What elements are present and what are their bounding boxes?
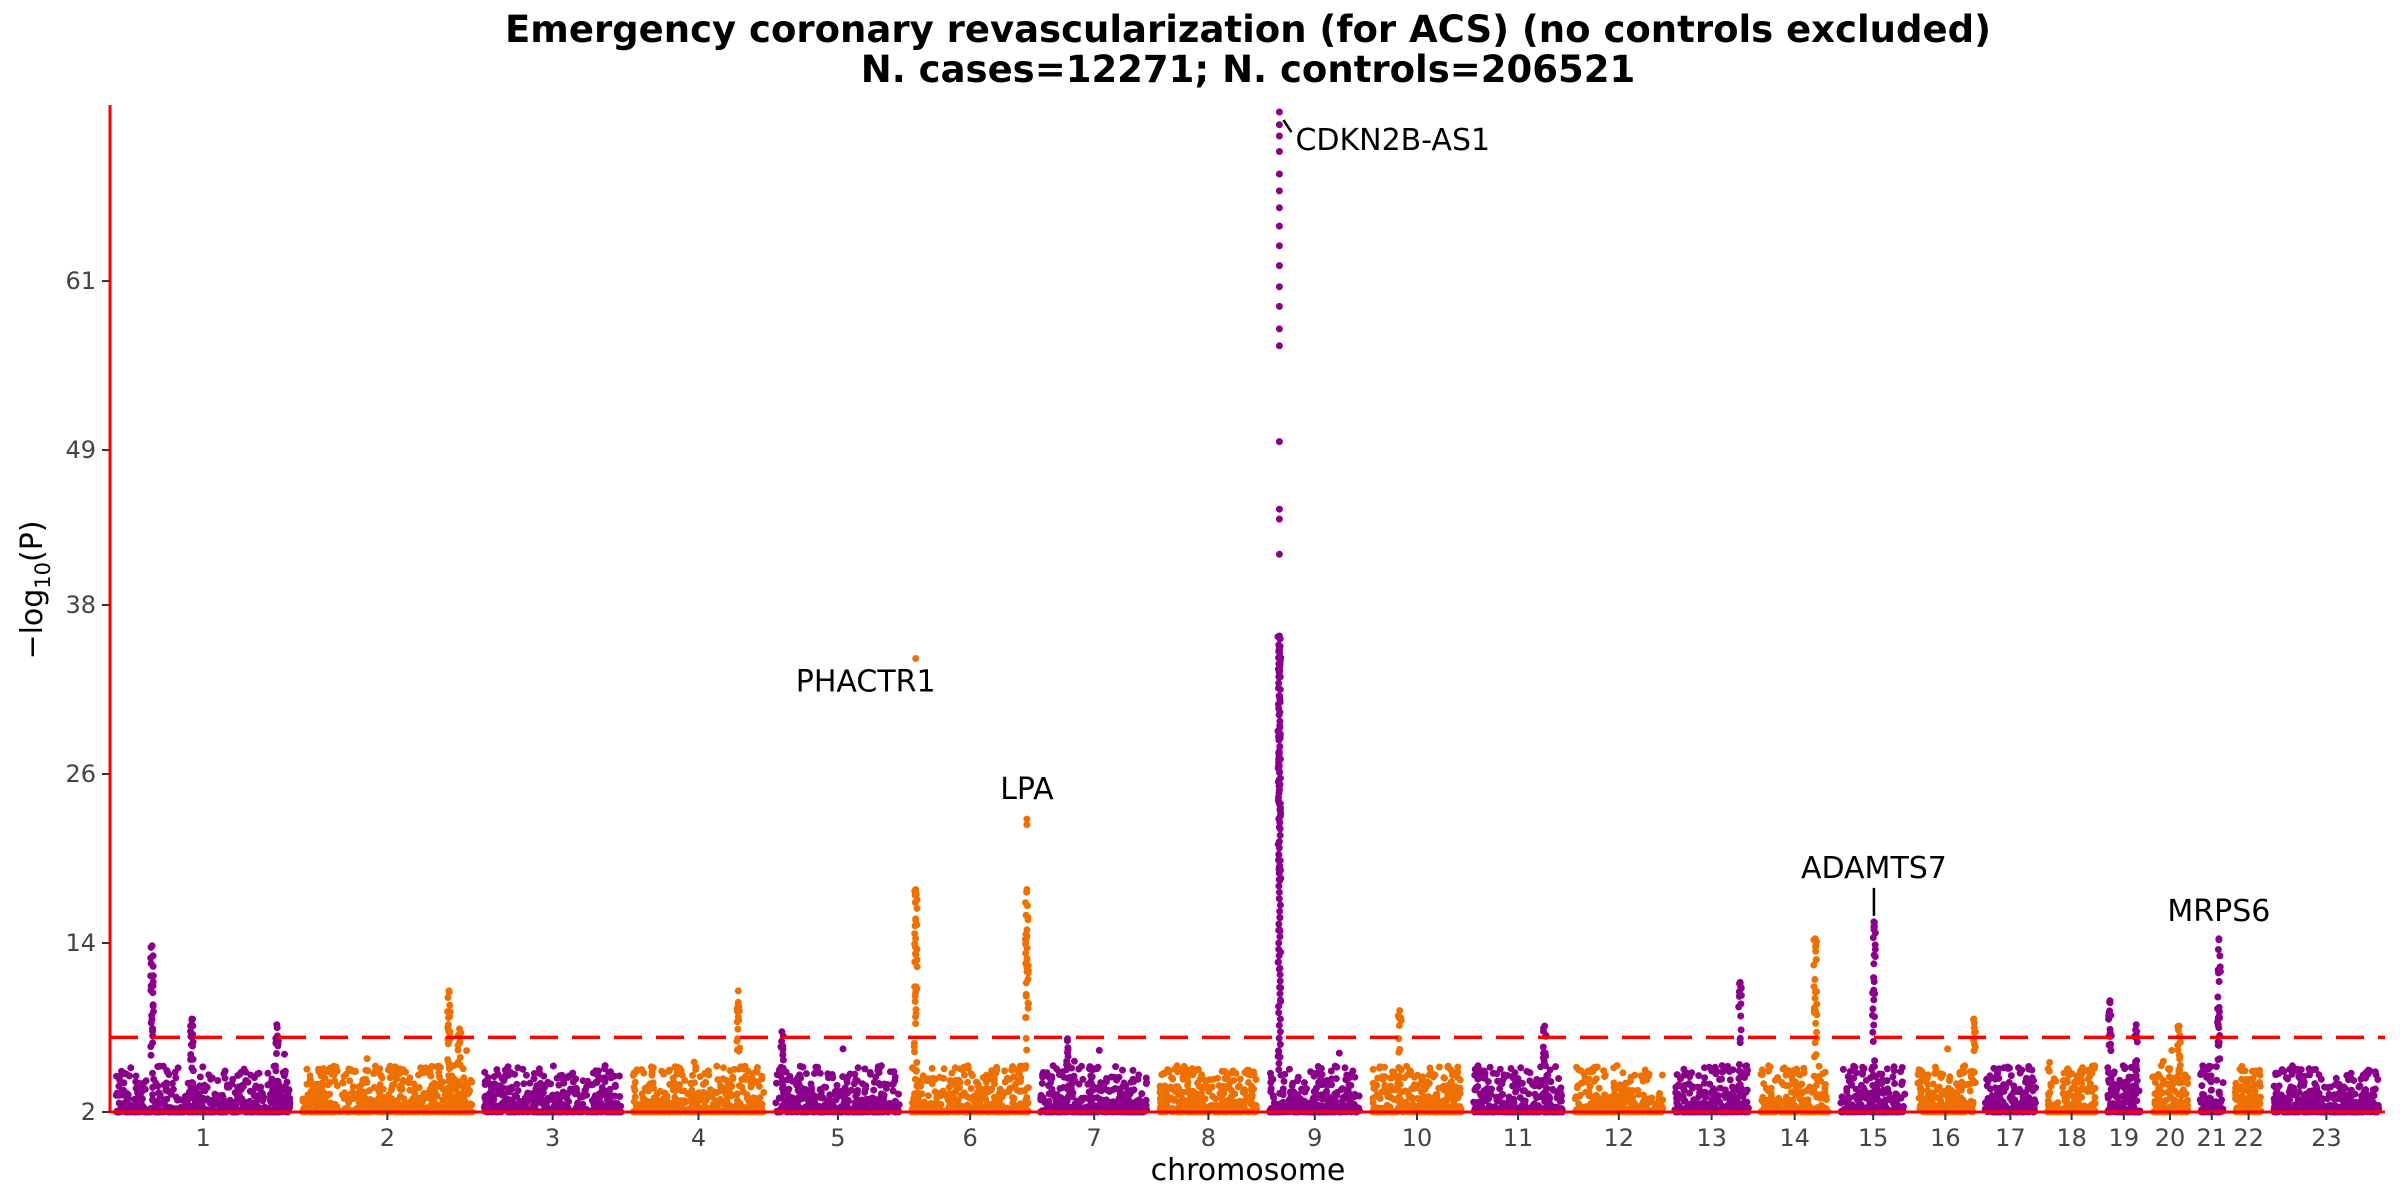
gene-annotation-label: CDKN2B-AS1 — [1295, 123, 1490, 158]
snp-points-even-chromosomes — [299, 655, 2265, 1116]
x-tick-label: 10 — [1402, 1124, 1433, 1152]
x-tick-label: 19 — [2109, 1124, 2140, 1152]
points-layer — [112, 108, 2383, 1116]
chart-title-line2: N. cases=12271; N. controls=206521 — [861, 48, 1635, 91]
x-tick-label: 22 — [2233, 1124, 2264, 1152]
x-tick-label: 7 — [1087, 1124, 1102, 1152]
x-axis-ticks: 1 2 3 4 5 6 7 8 9 10 11 12 13 14 15 16 17 18 19 20 21 22 23 — [196, 1112, 2342, 1152]
x-tick-label: 4 — [691, 1124, 706, 1152]
x-tick-label: 2 — [380, 1124, 395, 1152]
x-tick-label: 5 — [830, 1124, 845, 1152]
y-axis-ticks: 2 14 26 38 49 61 — [65, 267, 110, 1126]
x-tick-label: 9 — [1307, 1124, 1322, 1152]
y-tick-label: 49 — [65, 436, 96, 464]
x-tick-label: 8 — [1201, 1124, 1216, 1152]
x-tick-label: 12 — [1604, 1124, 1635, 1152]
x-tick-label: 16 — [1930, 1124, 1961, 1152]
x-tick-label: 11 — [1503, 1124, 1534, 1152]
y-tick-label: 26 — [65, 760, 96, 788]
x-tick-label: 18 — [2056, 1124, 2087, 1152]
x-tick-label: 1 — [196, 1124, 211, 1152]
gene-annotation-label: LPA — [1000, 772, 1054, 807]
snp-points-odd-chromosomes — [112, 108, 2383, 1116]
gene-annotation-label: ADAMTS7 — [1801, 851, 1947, 886]
x-tick-label: 20 — [2155, 1124, 2186, 1152]
gene-annotation-label: MRPS6 — [2167, 894, 2270, 929]
annotation-layer: CDKN2B-AS1 PHACTR1 LPA ADAMTS7 MRPS6 — [796, 119, 2270, 929]
y-tick-label: 61 — [65, 267, 96, 295]
annotation-leader-line — [1282, 119, 1293, 133]
y-tick-label: 38 — [65, 591, 96, 619]
x-tick-label: 23 — [2311, 1124, 2342, 1152]
gene-annotation-label: PHACTR1 — [796, 664, 936, 699]
x-tick-label: 3 — [545, 1124, 560, 1152]
y-axis-label: −log10(P) — [15, 520, 55, 659]
x-tick-label: 14 — [1779, 1124, 1810, 1152]
x-tick-label: 21 — [2196, 1124, 2227, 1152]
y-tick-label: 14 — [65, 929, 96, 957]
x-tick-label: 15 — [1858, 1124, 1889, 1152]
x-tick-label: 17 — [1995, 1124, 2026, 1152]
y-tick-label: 2 — [81, 1098, 96, 1126]
x-axis-label: chromosome — [1151, 1153, 1346, 1188]
x-tick-label: 13 — [1696, 1124, 1727, 1152]
chart-title-line1: Emergency coronary revascularization (fo… — [505, 8, 1991, 51]
x-tick-label: 6 — [963, 1124, 978, 1152]
